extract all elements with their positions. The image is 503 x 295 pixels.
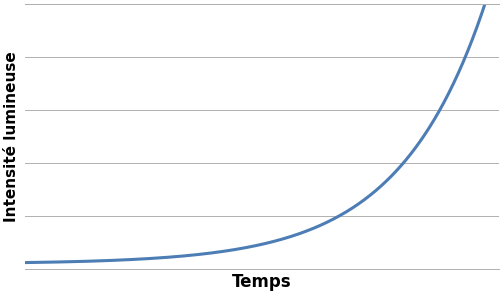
Y-axis label: Intensité lumineuse: Intensité lumineuse (4, 51, 19, 222)
X-axis label: Temps: Temps (232, 273, 292, 291)
